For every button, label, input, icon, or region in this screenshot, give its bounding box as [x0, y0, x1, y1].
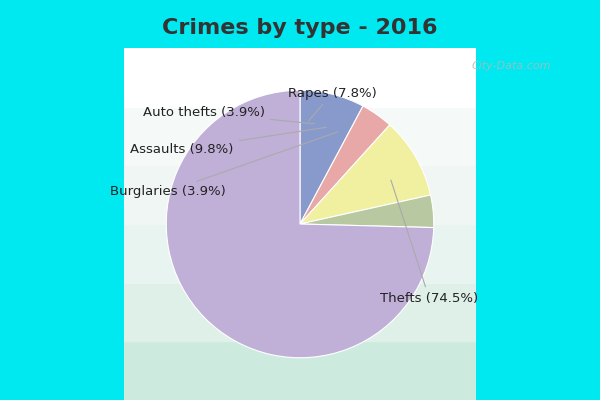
Wedge shape — [300, 106, 390, 224]
Bar — [124, 224, 476, 283]
Text: Crimes by type - 2016: Crimes by type - 2016 — [162, 18, 438, 38]
Text: City-Data.com: City-Data.com — [472, 61, 551, 70]
Bar — [124, 165, 476, 224]
Bar — [124, 341, 476, 400]
Text: Thefts (74.5%): Thefts (74.5%) — [380, 180, 478, 305]
Bar — [124, 107, 476, 165]
Wedge shape — [300, 125, 431, 224]
Wedge shape — [300, 195, 434, 228]
Wedge shape — [166, 90, 434, 358]
Text: Auto thefts (3.9%): Auto thefts (3.9%) — [143, 106, 314, 124]
Text: Assaults (9.8%): Assaults (9.8%) — [130, 127, 326, 156]
Bar — [124, 283, 476, 341]
Text: Rapes (7.8%): Rapes (7.8%) — [288, 86, 377, 121]
Bar — [124, 48, 476, 107]
Text: Burglaries (3.9%): Burglaries (3.9%) — [110, 132, 338, 198]
Wedge shape — [300, 90, 363, 224]
